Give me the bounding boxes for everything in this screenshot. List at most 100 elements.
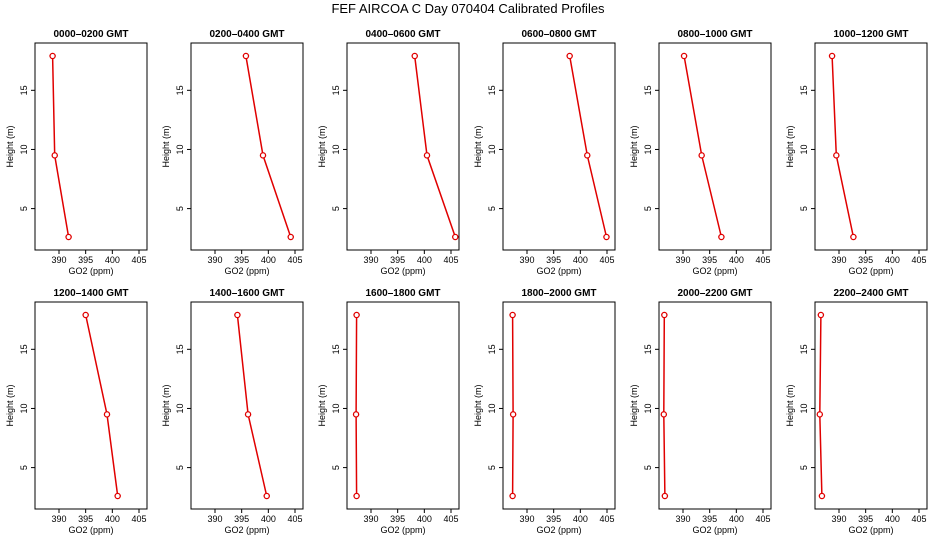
y-tick-label: 15 <box>799 344 809 354</box>
x-tick-label: 395 <box>546 255 561 265</box>
x-tick-label: 395 <box>390 514 405 524</box>
x-tick-label: 400 <box>729 514 744 524</box>
data-point <box>49 52 56 60</box>
x-tick-label: 405 <box>287 255 302 265</box>
data-point <box>411 52 418 60</box>
plot-frame <box>34 42 148 251</box>
y-axis-label: Height (m) <box>629 384 639 426</box>
y-tick-label: 10 <box>331 144 341 154</box>
panel-title: 1200–1400 GMT <box>53 288 128 299</box>
y-tick-label: 10 <box>175 144 185 154</box>
y-tick-label: 15 <box>331 344 341 354</box>
data-point <box>452 233 459 241</box>
x-tick-label: 400 <box>261 255 276 265</box>
data-point <box>584 152 591 159</box>
profile-panel: 2000–2200 GMT 390 395 400 405 GO2 (ppm) 5 10 15 H… <box>629 288 772 535</box>
y-tick-label: 5 <box>331 465 341 470</box>
plot-frame <box>814 42 928 251</box>
panel-title: 0400–0600 GMT <box>365 29 440 40</box>
y-tick-label: 5 <box>487 465 497 470</box>
x-tick-label: 395 <box>390 255 405 265</box>
data-point <box>353 311 360 319</box>
x-tick-label: 390 <box>519 514 534 524</box>
x-axis-label: GO2 (ppm) <box>68 266 113 276</box>
data-point <box>352 411 360 418</box>
co2-profile-line <box>245 55 292 238</box>
panel-title: 0600–0800 GMT <box>521 29 596 40</box>
y-axis-label: Height (m) <box>161 384 171 426</box>
profile-panel: 2200–2400 GMT 390 395 400 405 GO2 (ppm) 5 10 15 H… <box>785 288 928 535</box>
x-axis-label: GO2 (ppm) <box>224 525 269 535</box>
profile-panel: 0600–0800 GMT 390 395 400 405 GO2 (ppm) 5 10 15 H… <box>473 29 616 276</box>
data-point <box>114 492 121 500</box>
y-tick-label: 10 <box>19 144 29 154</box>
co2-profile-line <box>663 314 666 497</box>
data-point <box>850 233 857 241</box>
data-point <box>661 311 668 319</box>
x-tick-label: 405 <box>599 255 614 265</box>
plot-frame <box>190 301 304 510</box>
y-tick-label: 5 <box>799 206 809 211</box>
plot-frame <box>502 301 616 510</box>
panel-title: 1000–1200 GMT <box>833 29 908 40</box>
data-point <box>603 233 610 241</box>
y-tick-label: 10 <box>799 144 809 154</box>
profile-panel: 0800–1000 GMT 390 395 400 405 GO2 (ppm) 5 10 15 H… <box>629 29 772 276</box>
y-tick-label: 15 <box>487 85 497 95</box>
data-point <box>234 311 241 319</box>
x-tick-label: 400 <box>105 255 120 265</box>
profile-panel: 1200–1400 GMT 390 395 400 405 GO2 (ppm) 5 10 15 H… <box>5 288 148 535</box>
x-axis-label: GO2 (ppm) <box>224 266 269 276</box>
x-tick-label: 400 <box>105 514 120 524</box>
co2-profile-line <box>819 314 823 497</box>
data-point <box>259 152 267 159</box>
data-point <box>287 233 294 241</box>
data-point <box>509 411 517 418</box>
plot-frame <box>658 42 772 251</box>
data-point <box>51 152 58 159</box>
plot-frame <box>346 42 460 251</box>
plot-frame <box>190 42 304 251</box>
profile-panel: 1800–2000 GMT 390 395 400 405 GO2 (ppm) 5 10 15 H… <box>473 288 616 535</box>
x-tick-label: 390 <box>207 255 222 265</box>
x-tick-label: 405 <box>911 514 926 524</box>
data-point <box>660 411 668 418</box>
y-tick-label: 5 <box>175 206 185 211</box>
x-tick-label: 390 <box>675 255 690 265</box>
x-tick-label: 405 <box>131 514 146 524</box>
x-tick-label: 390 <box>207 514 222 524</box>
x-tick-label: 400 <box>885 514 900 524</box>
plot-frame <box>34 301 148 510</box>
y-tick-label: 10 <box>487 403 497 413</box>
x-tick-label: 405 <box>911 255 926 265</box>
data-point <box>82 311 89 319</box>
x-tick-label: 395 <box>546 514 561 524</box>
plot-frame <box>346 301 460 510</box>
co2-profile-line <box>413 55 457 238</box>
data-point <box>103 411 111 418</box>
y-tick-label: 15 <box>175 85 185 95</box>
y-axis-label: Height (m) <box>785 384 795 426</box>
x-axis-label: GO2 (ppm) <box>692 525 737 535</box>
y-tick-label: 15 <box>19 85 29 95</box>
x-axis-label: GO2 (ppm) <box>68 525 113 535</box>
data-point <box>65 233 72 241</box>
x-tick-label: 390 <box>831 514 846 524</box>
plot-frame <box>658 301 772 510</box>
y-tick-label: 15 <box>643 85 653 95</box>
x-tick-label: 400 <box>417 514 432 524</box>
co2-profile-line <box>236 314 268 497</box>
y-tick-label: 10 <box>799 403 809 413</box>
x-axis-label: GO2 (ppm) <box>536 266 581 276</box>
y-tick-label: 10 <box>487 144 497 154</box>
plot-frame <box>814 301 928 510</box>
x-tick-label: 395 <box>858 255 873 265</box>
data-point <box>509 311 516 319</box>
panel-title: 1600–1800 GMT <box>365 288 440 299</box>
x-tick-label: 395 <box>234 514 249 524</box>
y-tick-label: 10 <box>19 403 29 413</box>
panel-title: 2000–2200 GMT <box>677 288 752 299</box>
x-tick-label: 405 <box>755 255 770 265</box>
y-axis-label: Height (m) <box>5 384 15 426</box>
y-tick-label: 5 <box>331 206 341 211</box>
